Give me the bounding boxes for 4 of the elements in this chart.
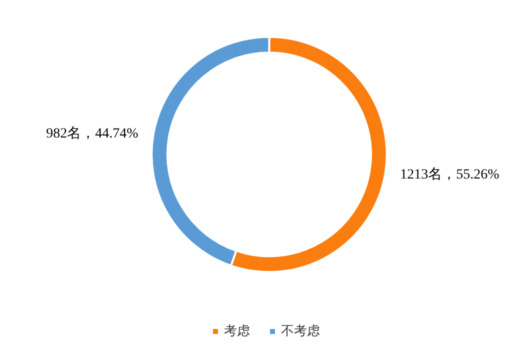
legend-label: 不考虑 xyxy=(281,324,320,339)
legend-label: 考虑 xyxy=(224,324,250,339)
data-label: 982名，44.74% xyxy=(46,126,139,142)
data-label: 1213名，55.26% xyxy=(400,166,500,182)
